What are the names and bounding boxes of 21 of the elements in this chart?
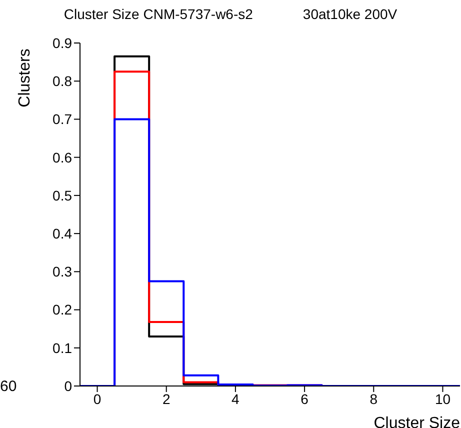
chart-subtitle: 30at10ke 200V [302, 6, 398, 22]
text: 60 [0, 378, 17, 395]
x-tick-label: 2 [162, 390, 170, 407]
y-tick-label: 0.9 [52, 34, 72, 51]
y-tick-label: 0 [64, 378, 72, 394]
y-tick-label: 0.3 [52, 264, 72, 280]
y-tick-label: 0.5 [52, 187, 72, 204]
y-tick-label: 0.2 [52, 302, 72, 318]
y-tick-label: 0.1 [52, 340, 72, 356]
y-tick-label: 0.7 [52, 111, 72, 128]
x-tick-label: 0 [93, 390, 102, 407]
x-tick-label: 8 [370, 390, 378, 407]
y-tick-label: 0.6 [52, 149, 72, 166]
chart-title: Cluster Size CNM-5737-w6-s2 [64, 6, 253, 22]
y-tick-label: 0.8 [52, 73, 72, 90]
x-tick-label: 4 [232, 390, 240, 407]
y-tick-label: 0.4 [52, 226, 72, 242]
x-tick-label: 10 [434, 390, 451, 407]
x-axis-title: Cluster Size [374, 415, 460, 428]
y-axis-title: Clusters [16, 48, 34, 108]
x-tick-label: 6 [300, 390, 309, 407]
